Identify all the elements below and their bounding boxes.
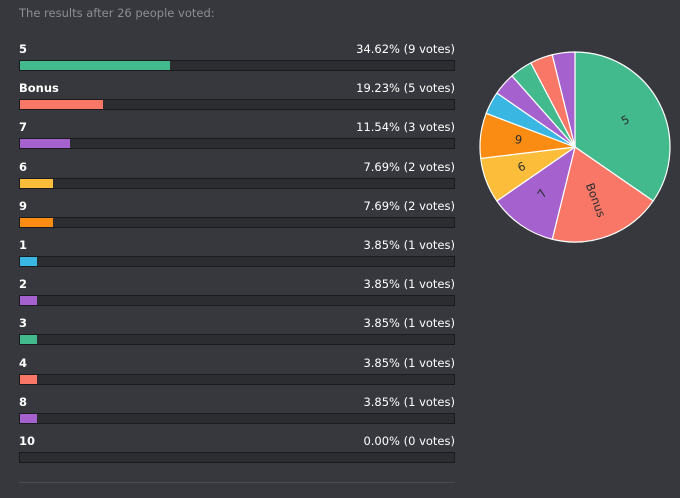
option-stat: 7.69% (2 votes)	[363, 159, 455, 174]
bar-fill	[20, 335, 37, 345]
bar-track	[19, 412, 455, 424]
option-label: 3	[19, 316, 28, 331]
bar-track	[19, 255, 455, 267]
bar-fill	[20, 296, 37, 306]
bar-track	[19, 177, 455, 189]
bar-track	[19, 138, 455, 150]
option-stat: 3.85% (1 votes)	[363, 316, 455, 331]
bar-track	[19, 216, 455, 228]
option-stat: 0.00% (0 votes)	[363, 433, 455, 448]
pie-slice	[551, 146, 655, 243]
bar-fill	[20, 61, 171, 70]
bar-fill	[20, 374, 37, 384]
pie-slice	[574, 51, 671, 202]
result-row: 5 34.62% (9 votes)	[19, 42, 455, 81]
bar-track	[19, 451, 455, 463]
option-label: 7	[19, 120, 28, 135]
pie-slice	[551, 51, 576, 148]
bar-fill	[20, 139, 71, 149]
pie-slice-label: 6	[516, 159, 528, 175]
option-label: 5	[19, 42, 28, 56]
option-stat: 7.69% (2 votes)	[363, 198, 455, 213]
option-stat: 34.62% (9 votes)	[356, 42, 455, 56]
option-stat: 3.85% (1 votes)	[363, 277, 455, 292]
bar-fill	[20, 178, 54, 188]
option-stat: 3.85% (1 votes)	[363, 394, 455, 409]
option-label: 2	[19, 277, 28, 292]
bar-fill	[20, 100, 104, 110]
bar-track	[19, 334, 455, 346]
option-stat: 19.23% (5 votes)	[356, 81, 455, 96]
result-row: 3 3.85% (1 votes)	[19, 316, 455, 355]
option-label: 6	[19, 159, 28, 174]
option-label: 1	[19, 237, 28, 252]
bar-fill	[20, 413, 37, 423]
option-stat: 11.54% (3 votes)	[356, 120, 455, 135]
option-label: Bonus	[19, 81, 59, 96]
bar-fill	[20, 256, 37, 266]
bar-track	[19, 99, 455, 111]
option-stat: 3.85% (1 votes)	[363, 237, 455, 252]
result-row: 8 3.85% (1 votes)	[19, 395, 455, 434]
option-label: 4	[19, 355, 28, 370]
option-label: 9	[19, 198, 28, 213]
results-bar-list: 5 34.62% (9 votes) Bonus 19.23% (5 votes) 7 1…	[19, 42, 455, 473]
option-label: 10	[19, 433, 36, 448]
bar-track	[19, 295, 455, 307]
option-stat: 3.85% (1 votes)	[363, 355, 455, 370]
pie-slice-label: 9	[514, 132, 523, 147]
result-row: 10 0.00% (0 votes)	[19, 434, 455, 473]
result-row: Bonus 19.23% (5 votes)	[19, 81, 455, 120]
result-row: 4 3.85% (1 votes)	[19, 356, 455, 395]
result-row: 2 3.85% (1 votes)	[19, 277, 455, 316]
bar-fill	[20, 217, 54, 227]
bar-track	[19, 60, 455, 71]
results-header: The results after 26 people voted:	[19, 6, 215, 20]
divider	[19, 482, 455, 483]
bar-track	[19, 373, 455, 385]
result-row: 7 11.54% (3 votes)	[19, 120, 455, 159]
result-row: 1 3.85% (1 votes)	[19, 238, 455, 277]
option-label: 8	[19, 394, 28, 409]
result-row: 6 7.69% (2 votes)	[19, 160, 455, 199]
result-row: 9 7.69% (2 votes)	[19, 199, 455, 238]
pie-slice	[495, 145, 576, 240]
